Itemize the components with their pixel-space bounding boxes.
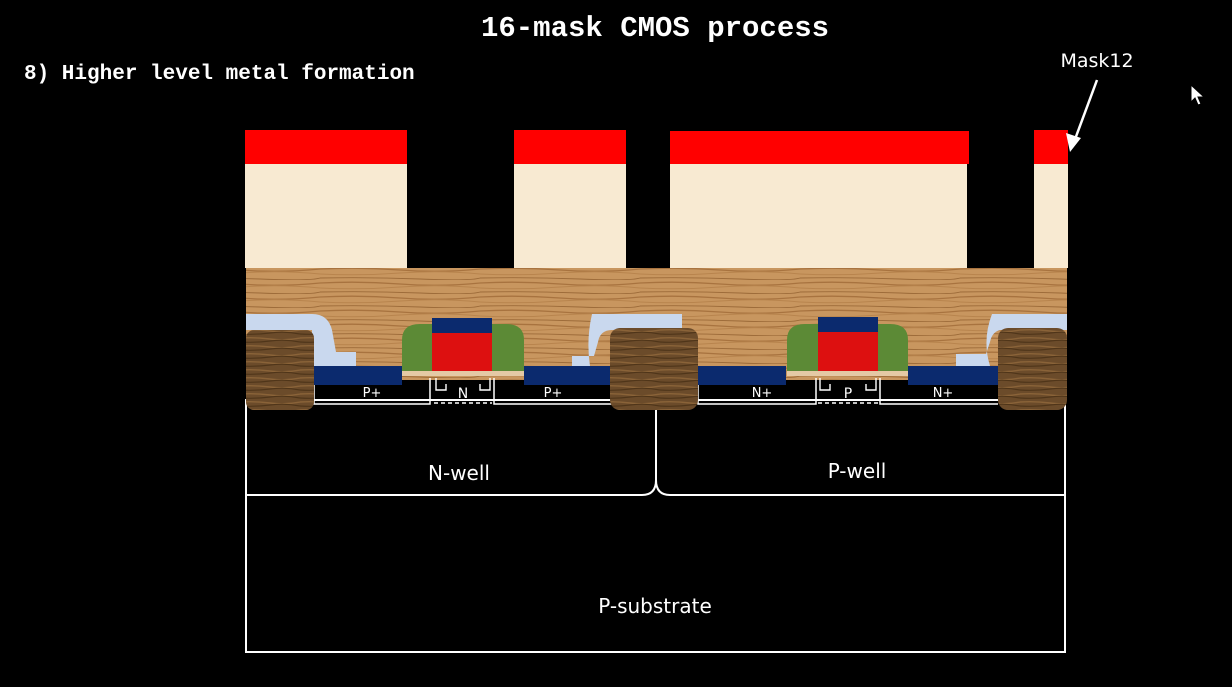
p-substrate-label: P-substrate [598, 594, 712, 618]
nmos-junction-right [879, 378, 998, 405]
nmos-ldd-right [865, 378, 877, 391]
pmos-ldd-right [479, 378, 491, 391]
mask-annotation-arrow-line [1072, 79, 1099, 143]
pmos-right-label: P+ [544, 386, 563, 401]
pmos-gate-poly [432, 332, 492, 372]
photoresist-4 [1034, 130, 1068, 164]
nmos-channel-label: P [844, 386, 852, 402]
metal-segment-3 [670, 164, 967, 268]
nmos-drain-diffusion [908, 366, 998, 385]
mouse-pointer-icon [1190, 84, 1206, 106]
liner-center [572, 314, 682, 366]
photoresist-2 [514, 130, 626, 164]
pmos-ldd-left [435, 378, 447, 391]
nmos-gate-oxide [787, 371, 908, 376]
nmos-right-label: N+ [933, 386, 954, 401]
p-well-outline [655, 400, 1066, 496]
mask-annotation-arrowhead [1066, 133, 1081, 152]
nmos-ldd-left [819, 378, 831, 391]
field-oxide-right [998, 328, 1067, 410]
pmos-source-diffusion [314, 366, 402, 385]
photoresist-1 [245, 130, 407, 164]
nmos-gate-cap [818, 317, 878, 332]
liner-right [956, 314, 1067, 366]
pmos-gate-oxide [402, 371, 524, 376]
nmos-gate-poly [818, 332, 878, 372]
n-well-label: N-well [428, 461, 490, 485]
metal-segment-2 [514, 164, 626, 268]
p-well-label: P-well [828, 459, 887, 483]
liner-left [246, 314, 356, 366]
pmos-drain-diffusion [524, 366, 610, 385]
mask-annotation-label: Mask12 [1060, 50, 1133, 72]
field-oxide-center [610, 328, 698, 410]
pmos-gate-cap [432, 318, 492, 333]
pmos-left-label: P+ [363, 386, 382, 401]
nmos-left-label: N+ [752, 386, 773, 401]
pmos-channel-label: N [458, 386, 468, 402]
pmos-junction-right [493, 378, 612, 405]
metal-segment-4 [1034, 164, 1068, 268]
slide-title: 16-mask CMOS process [480, 12, 830, 45]
field-oxide-left [246, 330, 314, 410]
metal-segment-1 [245, 164, 407, 268]
photoresist-3 [670, 131, 969, 164]
nmos-source-diffusion [698, 366, 786, 385]
step-title: 8) Higher level metal formation [24, 63, 415, 86]
